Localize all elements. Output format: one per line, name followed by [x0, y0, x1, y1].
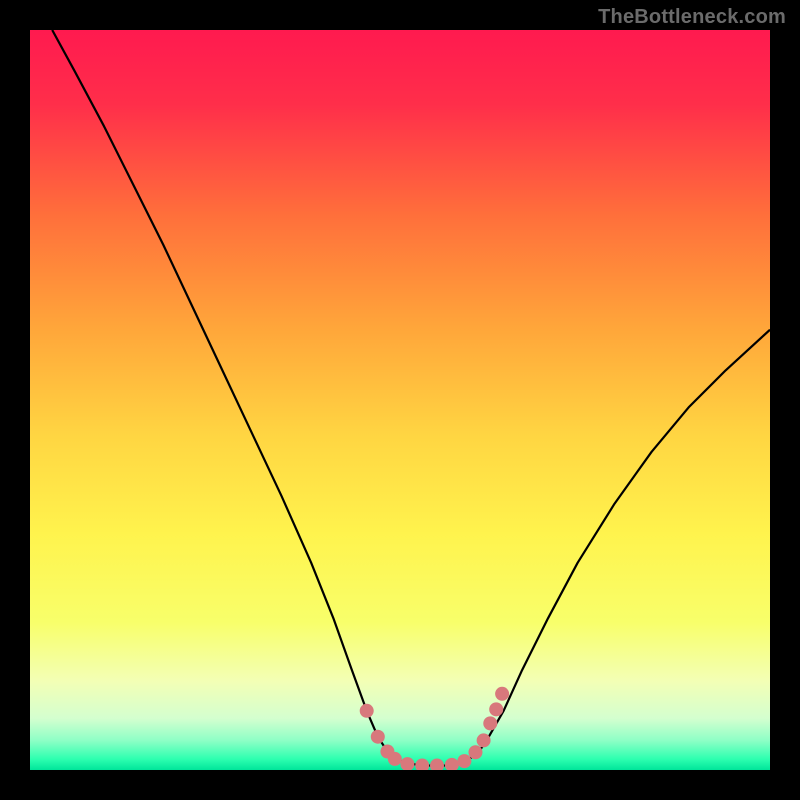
curve-marker [400, 757, 414, 771]
curve-marker [468, 745, 482, 759]
curve-marker [371, 730, 385, 744]
curve-marker [388, 752, 402, 766]
plot-background [30, 30, 770, 770]
curve-marker [445, 758, 459, 772]
curve-marker [489, 702, 503, 716]
curve-marker [483, 716, 497, 730]
chart-svg [0, 0, 800, 800]
curve-marker [457, 754, 471, 768]
curve-marker [495, 687, 509, 701]
curve-marker [477, 733, 491, 747]
chart-container: TheBottleneck.com [0, 0, 800, 800]
curve-marker [360, 704, 374, 718]
